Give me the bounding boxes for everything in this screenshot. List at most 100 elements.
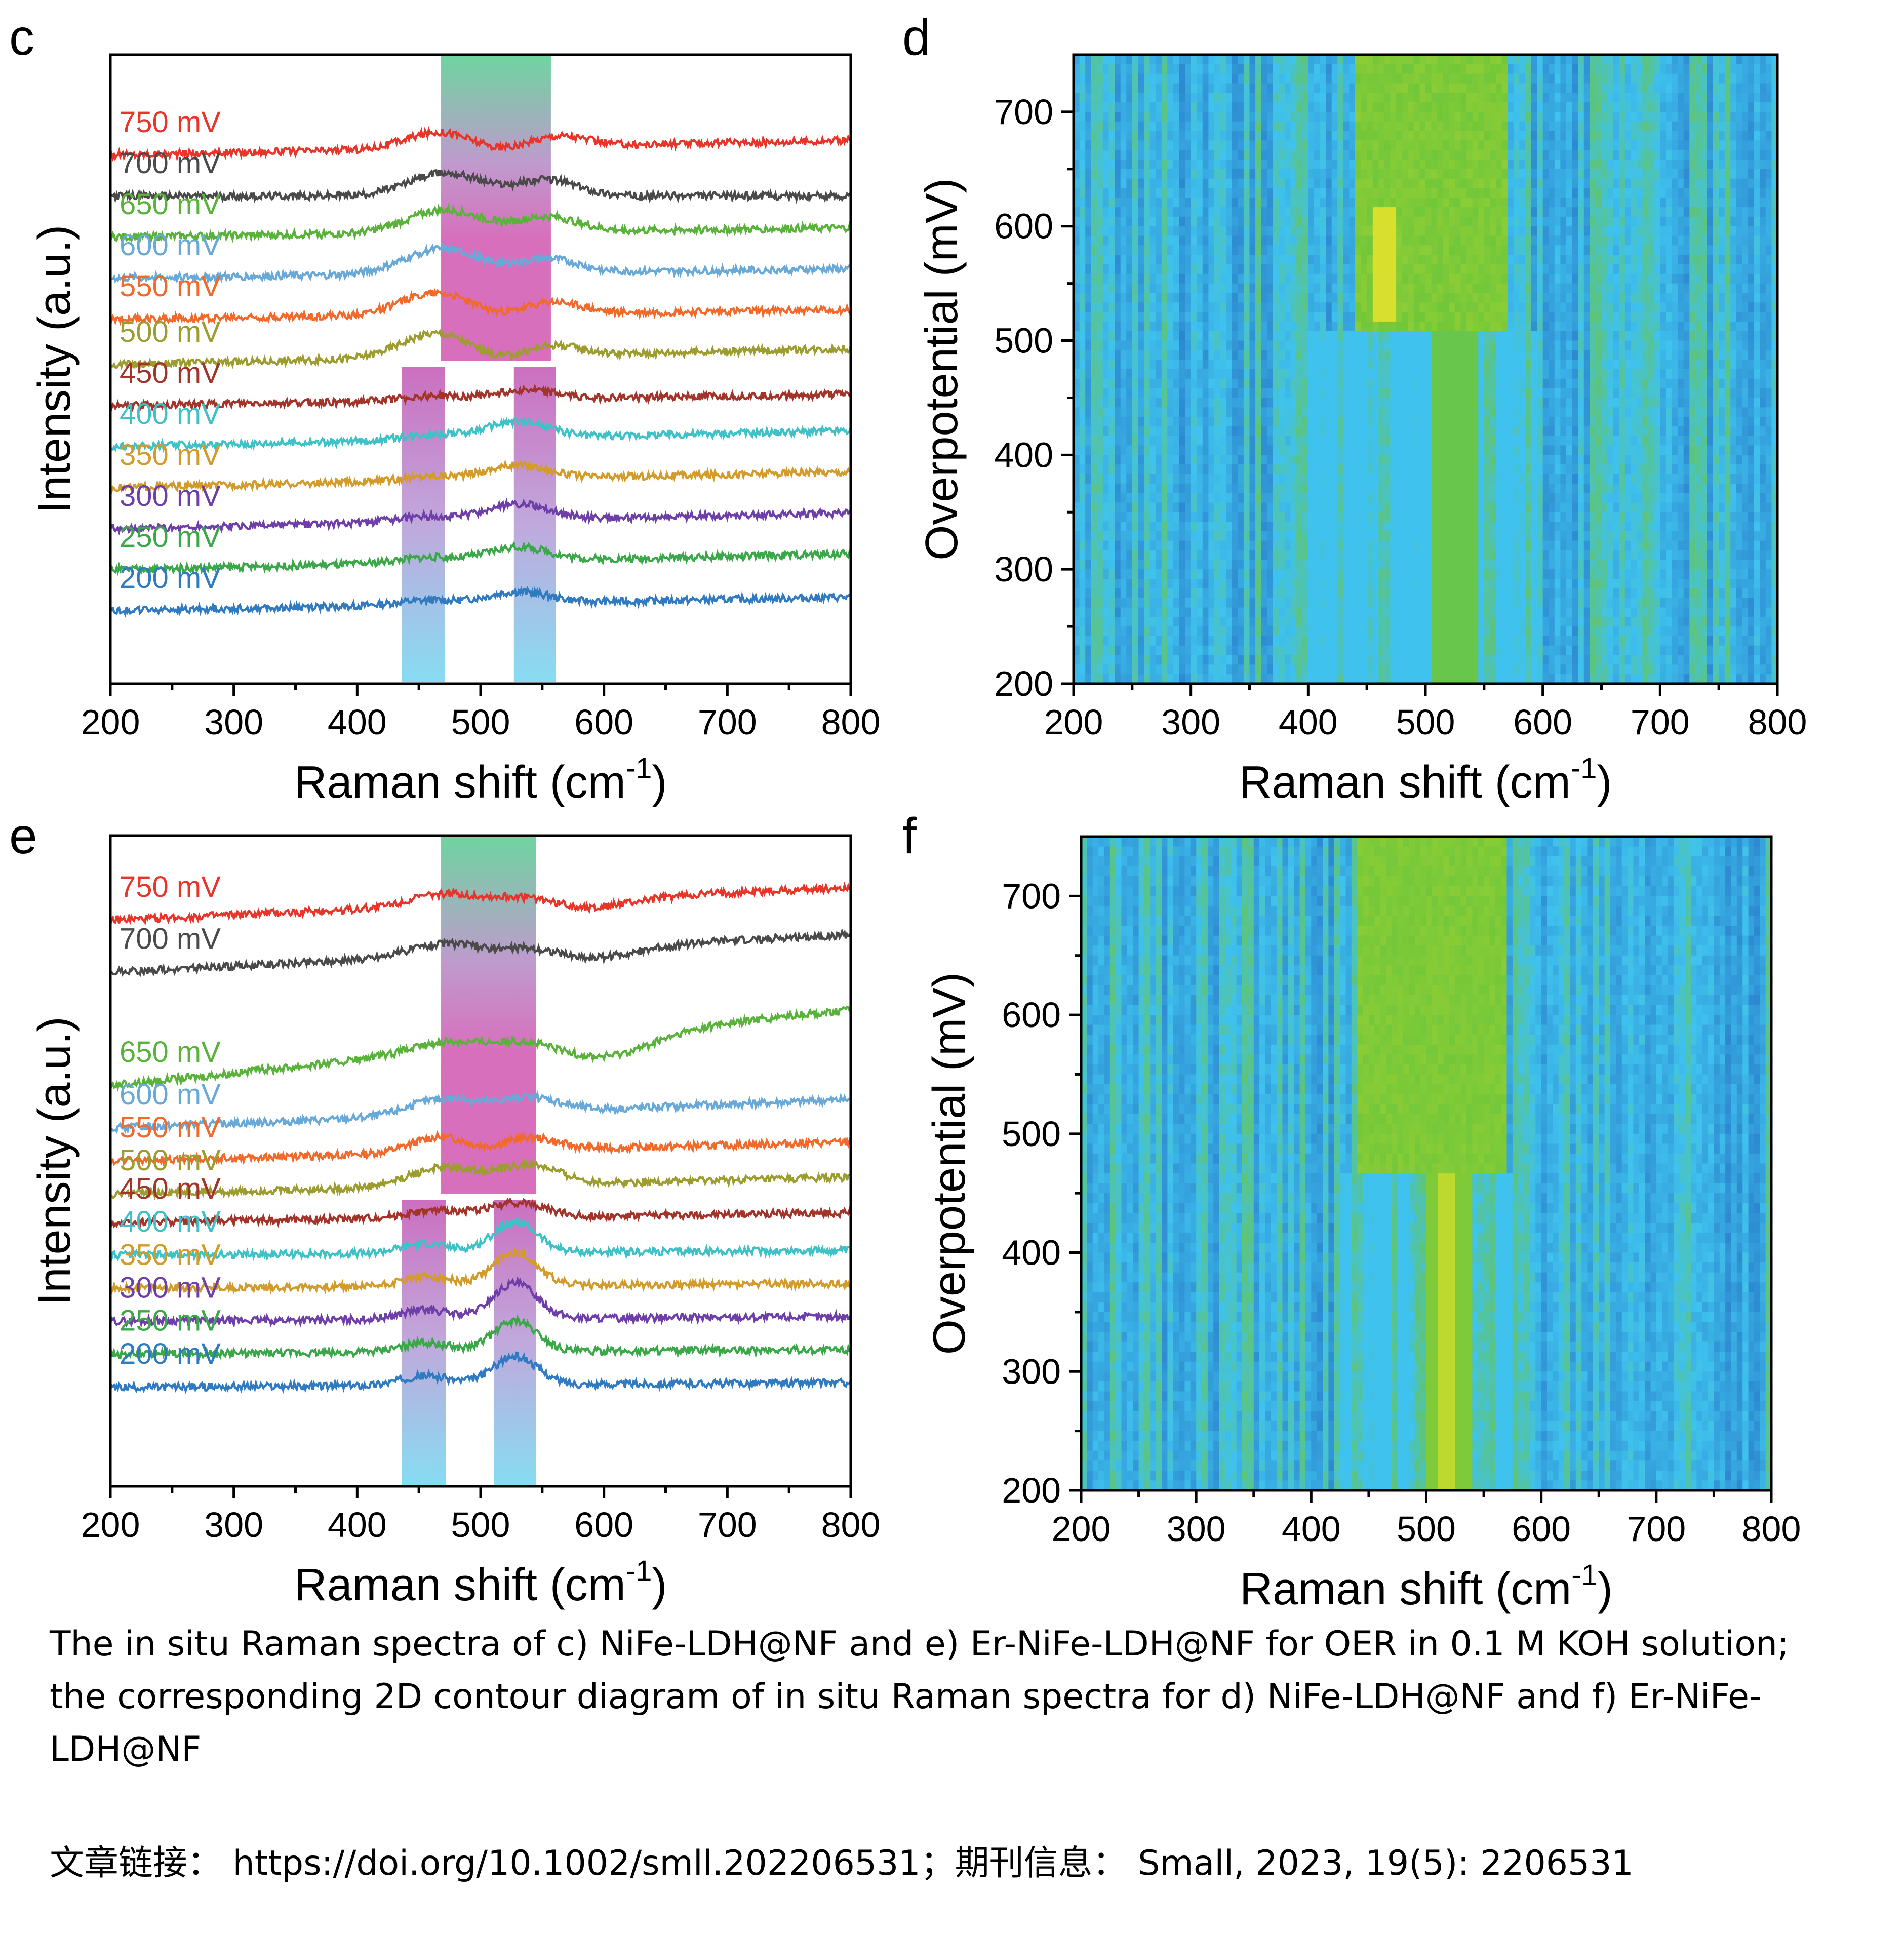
heatmap-cell <box>1425 178 1432 188</box>
heatmap-cell <box>1695 426 1701 437</box>
heatmap-cell <box>1320 207 1326 217</box>
heatmap-cell <box>1683 178 1690 188</box>
heatmap-cell <box>1120 140 1127 150</box>
series-line <box>110 540 852 576</box>
heatmap-cell <box>1173 111 1180 122</box>
heatmap-cell <box>1396 169 1403 179</box>
heatmap-cell <box>1560 93 1567 103</box>
heatmap-cell <box>1724 178 1731 188</box>
heatmap-cell <box>1290 83 1297 93</box>
heatmap-cell <box>1255 198 1262 208</box>
heatmap-cell <box>1320 407 1326 417</box>
heatmap-cell <box>1724 255 1731 265</box>
heatmap-cell <box>1202 73 1209 84</box>
heatmap-cell <box>1590 360 1596 370</box>
heatmap-cell <box>1367 178 1373 188</box>
heatmap-cell <box>1132 426 1138 437</box>
heatmap-cell <box>1226 207 1233 217</box>
heatmap-cell <box>1437 398 1444 408</box>
heatmap-cell <box>1390 340 1397 350</box>
heatmap-cell <box>1138 131 1144 141</box>
heatmap-cell <box>1314 140 1321 150</box>
heatmap-cell <box>1431 121 1438 132</box>
heatmap-cell <box>1665 169 1673 179</box>
heatmap-cell <box>1214 360 1221 370</box>
heatmap-cell <box>1290 121 1297 132</box>
heatmap-cell <box>1654 426 1660 437</box>
heatmap-cell <box>1583 293 1590 303</box>
heatmap-cell <box>1595 302 1602 312</box>
heatmap-cell <box>1326 111 1332 122</box>
heatmap-cell <box>1578 64 1584 74</box>
heatmap-cell <box>1472 150 1479 160</box>
heatmap-cell <box>1654 255 1660 265</box>
heatmap-cell <box>1578 255 1584 265</box>
heatmap-cell <box>1208 312 1215 322</box>
heatmap-cell <box>1683 188 1690 198</box>
heatmap-cell <box>1648 131 1655 141</box>
heatmap-cell <box>1466 188 1473 198</box>
heatmap-cell <box>1572 121 1578 132</box>
heatmap-cell <box>1748 235 1755 246</box>
heatmap-cell <box>1126 436 1133 446</box>
heatmap-cell <box>1314 64 1321 74</box>
heatmap-cell <box>1091 245 1097 255</box>
heatmap-cell <box>1484 360 1490 370</box>
heatmap-cell <box>1578 55 1584 65</box>
heatmap-cell <box>1085 178 1092 188</box>
heatmap-cell <box>1695 188 1701 198</box>
heatmap-cell <box>1689 226 1696 236</box>
heatmap-cell <box>1431 140 1438 150</box>
heatmap-cell <box>1595 169 1602 179</box>
heatmap-cell <box>1079 388 1086 398</box>
heatmap-cell <box>1554 360 1561 370</box>
heatmap-cell <box>1508 188 1514 198</box>
heatmap-cell <box>1613 216 1619 227</box>
heatmap-cell <box>1736 55 1743 65</box>
heatmap-cell <box>1619 226 1625 236</box>
heatmap-cell <box>1460 216 1467 227</box>
heatmap-cell <box>1460 350 1467 360</box>
heatmap-cell <box>1413 417 1420 427</box>
heatmap-cell <box>1384 255 1391 265</box>
heatmap-cell <box>1578 121 1584 132</box>
heatmap-cell <box>1349 340 1356 350</box>
heatmap-cell <box>1161 264 1168 274</box>
heatmap-cell <box>1719 273 1725 284</box>
heatmap-cell <box>1572 73 1578 84</box>
heatmap-cell <box>1108 102 1115 112</box>
heatmap-cell <box>1678 226 1684 236</box>
heatmap-cell <box>1595 216 1602 227</box>
heatmap-cell <box>1232 93 1238 103</box>
heatmap-cell <box>1724 417 1731 427</box>
heatmap-cell <box>1601 55 1608 65</box>
heatmap-cell <box>1091 378 1097 389</box>
heatmap-cell <box>1701 178 1708 188</box>
heatmap-cell <box>1431 160 1438 170</box>
heatmap-cell <box>1220 340 1226 350</box>
heatmap-cell <box>1402 388 1408 398</box>
heatmap-cell <box>1290 283 1297 293</box>
heatmap-cell <box>1490 150 1496 160</box>
heatmap-cell <box>1449 111 1455 122</box>
heatmap-cell <box>1449 255 1455 265</box>
heatmap-cell <box>1583 312 1590 322</box>
heatmap-cell <box>1437 216 1444 227</box>
heatmap-cell <box>1079 93 1086 103</box>
heatmap-cell <box>1337 102 1344 112</box>
heatmap-cell <box>1660 73 1667 84</box>
heatmap-cell <box>1355 64 1362 74</box>
heatmap-cell <box>1085 264 1092 274</box>
heatmap-cell <box>1449 417 1455 427</box>
heatmap-cell <box>1537 436 1543 446</box>
series-line <box>110 169 852 204</box>
heatmap-cell <box>1396 216 1403 227</box>
heatmap-cell <box>1413 83 1420 93</box>
heatmap-cell <box>1149 273 1156 284</box>
heatmap-cell <box>1466 160 1473 170</box>
heatmap-cell <box>1361 178 1367 188</box>
heatmap-cell <box>1619 340 1625 350</box>
heatmap-cell <box>1191 140 1197 150</box>
heatmap-cell <box>1214 378 1221 389</box>
heatmap-cell <box>1478 150 1485 160</box>
